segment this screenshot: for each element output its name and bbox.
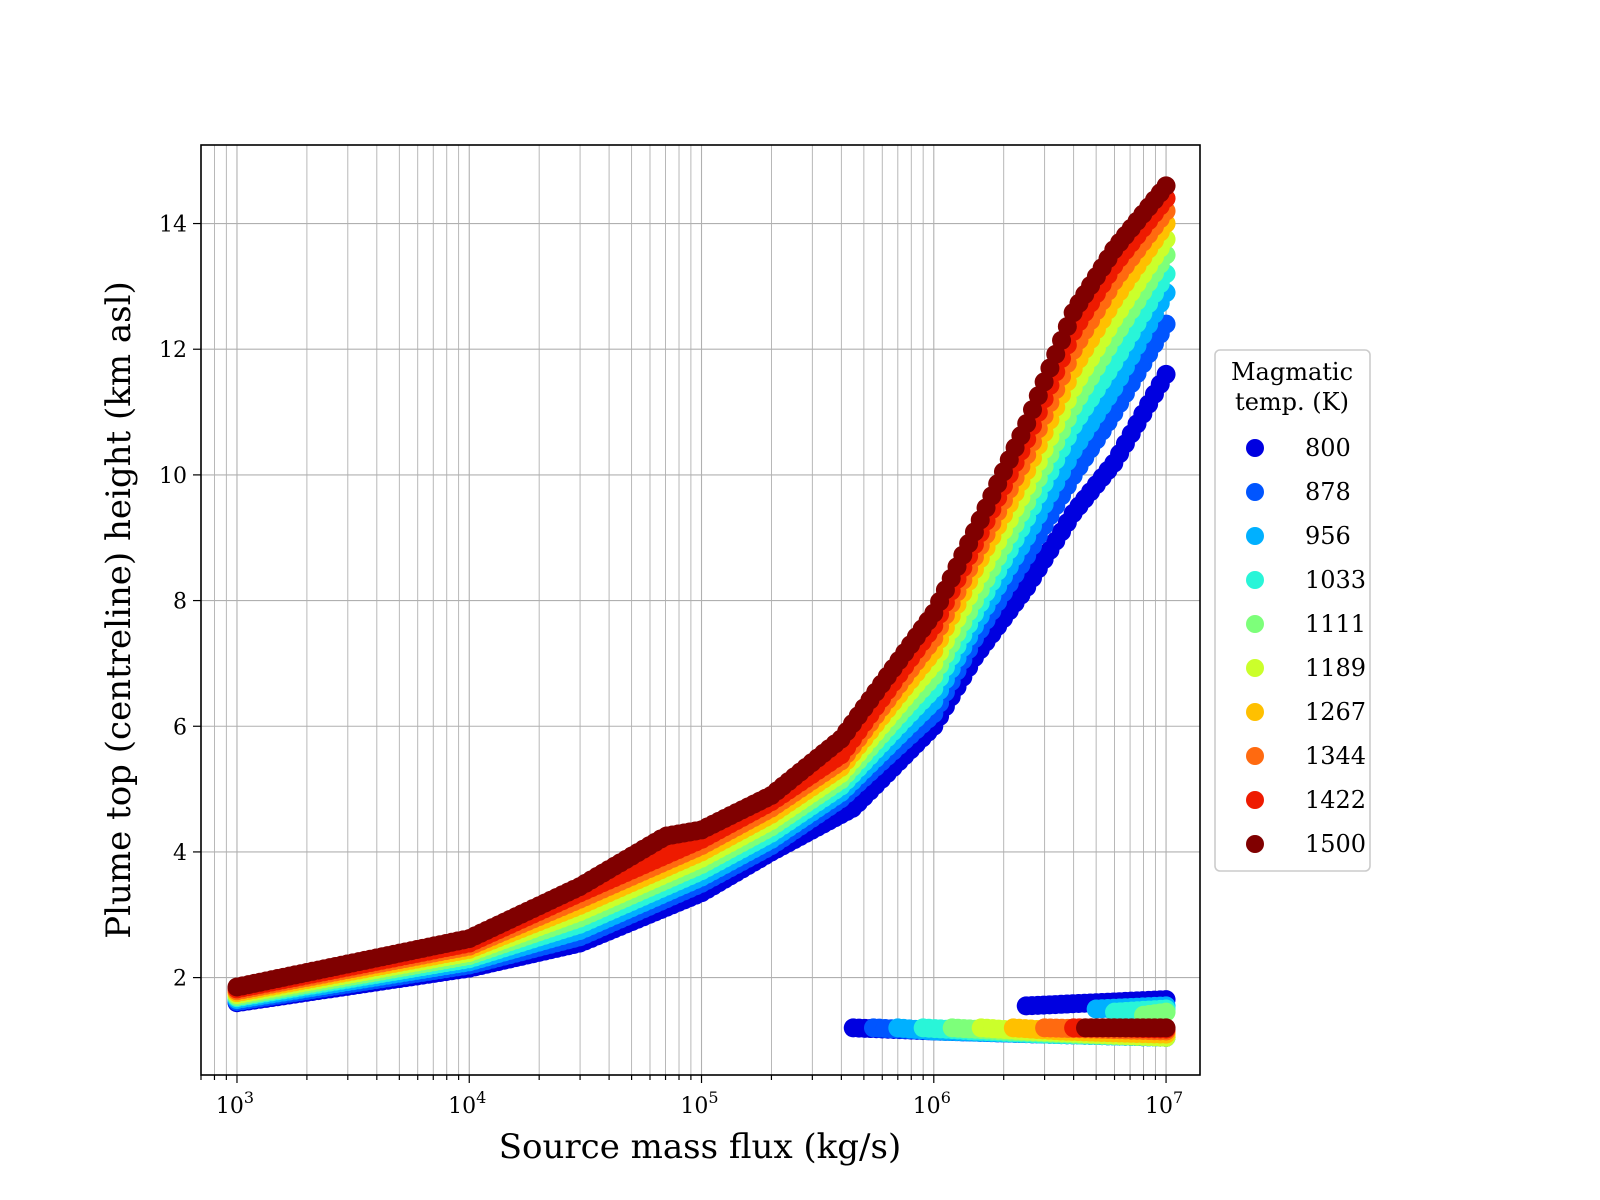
legend-label: 878 xyxy=(1305,478,1351,506)
x-axis-title: Source mass flux (kg/s) xyxy=(499,1127,901,1167)
y-tick-label: 2 xyxy=(173,967,187,992)
x-tick-label: 105 xyxy=(680,1088,718,1119)
legend-label: 1344 xyxy=(1305,742,1366,770)
legend-marker xyxy=(1246,571,1264,589)
legend-marker xyxy=(1246,439,1264,457)
legend-label: 1267 xyxy=(1305,698,1366,726)
legend-marker xyxy=(1246,615,1264,633)
y-tick-label: 12 xyxy=(159,338,187,363)
series-1500 xyxy=(227,176,1176,1038)
y-tick-label: 8 xyxy=(173,590,187,615)
y-tick-label: 10 xyxy=(159,464,187,489)
axis-ticks: 2 4 6 8 10 12 14 103 104 105 106 107 xyxy=(159,213,1183,1119)
legend-title-line-2: temp. (K) xyxy=(1235,388,1349,416)
legend-marker xyxy=(1246,835,1264,853)
legend-marker xyxy=(1246,527,1264,545)
legend-label: 800 xyxy=(1305,434,1351,462)
legend: Magmatic temp. (K) 800 878 956 1033 1111 1189… xyxy=(1214,349,1371,872)
legend-label: 1500 xyxy=(1305,830,1366,858)
x-tick-label: 106 xyxy=(913,1088,951,1119)
y-axis-title: Plume top (centreline) height (km asl) xyxy=(99,281,139,939)
legend-marker xyxy=(1246,483,1264,501)
legend-marker xyxy=(1246,703,1264,721)
data-point xyxy=(1156,1018,1176,1038)
grid-lines xyxy=(200,145,1200,1075)
data-point xyxy=(1156,1002,1176,1022)
y-tick-label: 6 xyxy=(173,715,187,740)
legend-entries: 800 878 956 1033 1111 1189 1267 1344 1422 1500 xyxy=(1246,434,1366,858)
plot-frame xyxy=(200,144,1201,1076)
data-point xyxy=(1156,176,1176,196)
y-tick-label: 14 xyxy=(159,213,187,238)
legend-box xyxy=(1214,349,1371,872)
legend-marker xyxy=(1246,791,1264,809)
legend-label: 1189 xyxy=(1305,654,1366,682)
legend-label: 1033 xyxy=(1305,566,1366,594)
x-tick-label: 103 xyxy=(216,1088,254,1119)
data-points xyxy=(227,176,1176,1047)
legend-marker xyxy=(1246,659,1264,677)
legend-label: 1422 xyxy=(1305,786,1366,814)
y-tick-label: 4 xyxy=(173,841,187,866)
legend-title-line-1: Magmatic xyxy=(1231,358,1353,386)
data-point xyxy=(1156,364,1176,384)
x-tick-label: 104 xyxy=(448,1088,486,1119)
legend-label: 1111 xyxy=(1305,610,1366,638)
legend-marker xyxy=(1246,747,1264,765)
legend-label: 956 xyxy=(1305,522,1351,550)
x-tick-label: 107 xyxy=(1145,1088,1183,1119)
